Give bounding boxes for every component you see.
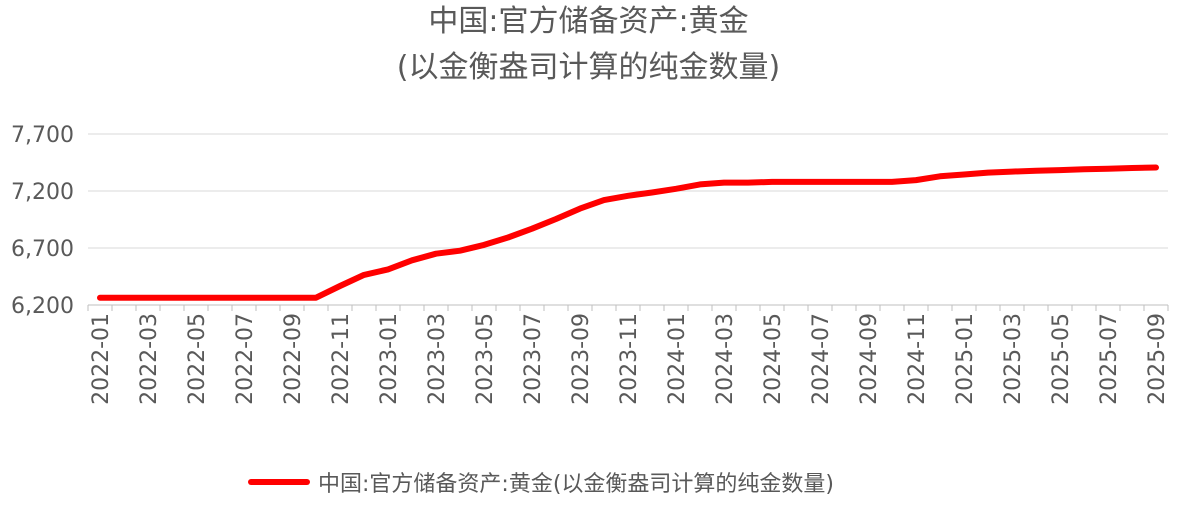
x-tick-label: 2023-07 xyxy=(521,313,546,405)
x-tick-label: 2025-07 xyxy=(1097,313,1122,405)
x-tick-label: 2022-01 xyxy=(89,313,114,405)
x-tick-label: 2024-03 xyxy=(713,313,738,405)
chart-title: 中国:官方储备资产:黄金 xyxy=(428,4,749,39)
x-tick-label: 2022-03 xyxy=(137,313,162,405)
x-tick-label: 2025-01 xyxy=(953,313,978,405)
y-tick-label: 6,700 xyxy=(11,237,74,262)
legend-swatch xyxy=(248,479,310,485)
x-tick-label: 2025-03 xyxy=(1001,313,1026,405)
x-tick-label: 2024-09 xyxy=(857,313,882,405)
y-tick-label: 6,200 xyxy=(11,294,74,319)
chart-subtitle: (以金衡盎司计算的纯金数量) xyxy=(396,50,781,85)
x-tick-label: 2025-05 xyxy=(1049,313,1074,405)
x-tick-label: 2024-05 xyxy=(761,313,786,405)
x-tick-label: 2023-03 xyxy=(425,313,450,405)
line-chart: 6,200 6,700 7,200 7,700 2022-01 2022-03 2022-0… xyxy=(11,123,1170,405)
x-tick-label: 2022-07 xyxy=(233,313,258,405)
y-tick-label: 7,700 xyxy=(11,123,74,148)
x-tick-label: 2022-05 xyxy=(185,313,210,405)
x-tick-label: 2024-11 xyxy=(905,313,930,405)
y-tick-label: 7,200 xyxy=(11,180,74,205)
x-tick-label: 2024-07 xyxy=(809,313,834,405)
x-tick-label: 2023-05 xyxy=(473,313,498,405)
x-tick-label: 2022-11 xyxy=(329,313,354,405)
legend-label: 中国:官方储备资产:黄金(以金衡盎司计算的纯金数量) xyxy=(318,472,834,497)
x-tick-label: 2025-09 xyxy=(1145,313,1170,405)
x-tick-label: 2023-11 xyxy=(617,313,642,405)
legend: 中国:官方储备资产:黄金(以金衡盎司计算的纯金数量) xyxy=(248,466,834,498)
x-tick-label: 2023-09 xyxy=(569,313,594,405)
x-tick-label: 2022-09 xyxy=(281,313,306,405)
series-line xyxy=(97,164,1159,301)
x-tick-label: 2023-01 xyxy=(377,313,402,405)
x-tick-label: 2024-01 xyxy=(665,313,690,405)
